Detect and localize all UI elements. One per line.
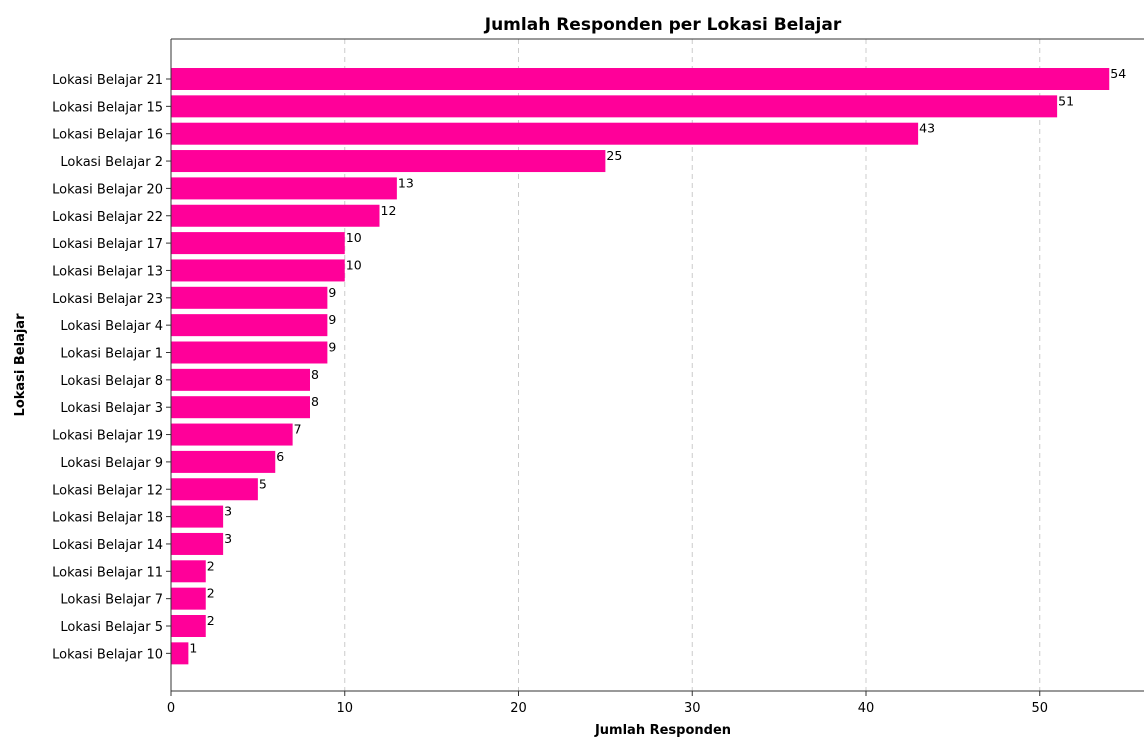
y-tick-label: Lokasi Belajar 4 bbox=[60, 319, 163, 334]
y-axis-label: Lokasi Belajar bbox=[13, 313, 28, 417]
bar bbox=[171, 560, 206, 583]
y-tick-label: Lokasi Belajar 10 bbox=[52, 647, 163, 662]
bar bbox=[171, 423, 293, 446]
y-tick-label: Lokasi Belajar 7 bbox=[60, 593, 163, 608]
bar-value-label: 54 bbox=[1110, 66, 1126, 81]
bar bbox=[171, 68, 1110, 90]
y-tick-label: Lokasi Belajar 15 bbox=[52, 100, 163, 115]
x-axis-label: Jumlah Responden bbox=[594, 723, 731, 737]
x-tick-label: 10 bbox=[336, 701, 353, 716]
bar bbox=[171, 478, 258, 501]
bar-value-label: 8 bbox=[311, 394, 319, 409]
bar-value-label: 12 bbox=[381, 203, 397, 218]
bar bbox=[171, 450, 276, 473]
y-tick-label: Lokasi Belajar 19 bbox=[52, 429, 163, 444]
y-tick-label: Lokasi Belajar 13 bbox=[52, 264, 163, 279]
x-tick-label: 30 bbox=[684, 701, 701, 716]
bar-value-label: 7 bbox=[294, 422, 302, 437]
y-tick-label: Lokasi Belajar 20 bbox=[52, 182, 163, 197]
bar-value-label: 6 bbox=[276, 449, 284, 464]
bar bbox=[171, 341, 328, 364]
y-axis-ticks: Lokasi Belajar 21 Lokasi Belajar 15 Lokasi… bbox=[52, 73, 171, 662]
y-tick-label: Lokasi Belajar 8 bbox=[60, 374, 163, 389]
bar bbox=[171, 122, 919, 145]
bar-value-label: 9 bbox=[328, 285, 336, 300]
bar bbox=[171, 396, 310, 419]
bars bbox=[171, 68, 1110, 665]
bar-value-label: 25 bbox=[606, 148, 622, 163]
y-tick-label: Lokasi Belajar 5 bbox=[60, 620, 163, 635]
y-tick-label: Lokasi Belajar 23 bbox=[52, 292, 163, 307]
bar-value-label: 2 bbox=[207, 613, 215, 628]
x-tick-label: 50 bbox=[1031, 701, 1048, 716]
bar-value-label: 2 bbox=[207, 558, 215, 573]
y-tick-label: Lokasi Belajar 14 bbox=[52, 538, 163, 553]
bar bbox=[171, 615, 206, 637]
axes bbox=[170, 38, 1144, 692]
bar bbox=[171, 232, 345, 255]
bar bbox=[171, 177, 397, 200]
bar-value-label: 8 bbox=[311, 367, 319, 382]
bar bbox=[171, 642, 189, 665]
bar-value-label: 1 bbox=[189, 640, 197, 655]
y-tick-label: Lokasi Belajar 2 bbox=[60, 155, 163, 170]
x-tick-label: 0 bbox=[167, 701, 175, 716]
bar bbox=[171, 314, 328, 337]
bar bbox=[171, 505, 224, 528]
x-tick-label: 40 bbox=[858, 701, 875, 716]
bar bbox=[171, 95, 1058, 118]
bar-value-label: 3 bbox=[224, 531, 232, 546]
y-tick-label: Lokasi Belajar 11 bbox=[52, 565, 163, 580]
y-tick-label: Lokasi Belajar 3 bbox=[60, 401, 163, 416]
x-tick-label: 20 bbox=[510, 701, 527, 716]
y-tick-label: Lokasi Belajar 17 bbox=[52, 237, 163, 252]
chart-title: Jumlah Responden per Lokasi Belajar bbox=[484, 15, 842, 35]
grid-lines bbox=[344, 39, 1041, 691]
y-tick-label: Lokasi Belajar 18 bbox=[52, 511, 163, 526]
bar-value-label: 5 bbox=[259, 476, 267, 491]
bar bbox=[171, 286, 328, 309]
bar-value-label: 2 bbox=[207, 586, 215, 601]
y-tick-label: Lokasi Belajar 16 bbox=[52, 128, 163, 143]
y-tick-label: Lokasi Belajar 21 bbox=[52, 73, 163, 88]
bar bbox=[171, 587, 206, 610]
x-axis-ticks: 0 10 20 30 40 50 bbox=[167, 691, 1048, 716]
bar-value-label: 10 bbox=[346, 257, 362, 272]
y-tick-label: Lokasi Belajar 1 bbox=[60, 347, 163, 362]
bar-value-label: 3 bbox=[224, 504, 232, 519]
bar-value-label: 43 bbox=[919, 121, 935, 136]
bar-value-label: 9 bbox=[328, 312, 336, 327]
bar bbox=[171, 368, 310, 391]
y-tick-label: Lokasi Belajar 12 bbox=[52, 483, 163, 498]
bar bbox=[171, 150, 606, 173]
bar bbox=[171, 259, 345, 282]
y-tick-label: Lokasi Belajar 22 bbox=[52, 210, 163, 225]
bar-value-label: 51 bbox=[1058, 93, 1074, 108]
bar bbox=[171, 204, 380, 227]
y-tick-label: Lokasi Belajar 9 bbox=[60, 456, 163, 471]
bar-value-label: 10 bbox=[346, 230, 362, 245]
bar-value-label: 13 bbox=[398, 175, 414, 190]
bar-value-label: 9 bbox=[328, 340, 336, 355]
bar bbox=[171, 532, 224, 555]
